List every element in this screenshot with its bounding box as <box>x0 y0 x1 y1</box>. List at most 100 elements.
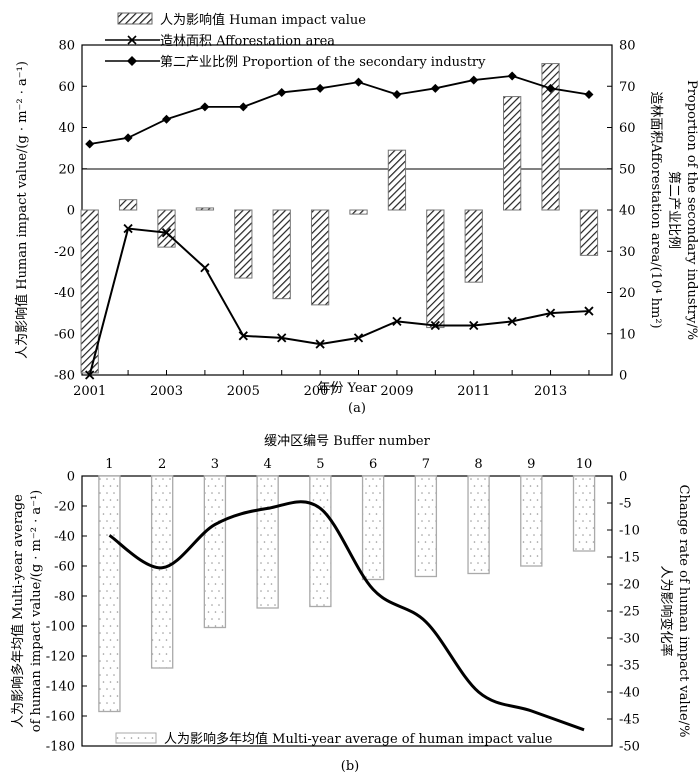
a-bar-human-impact <box>579 209 599 256</box>
a-afforestation-point-stroke <box>353 333 364 343</box>
a-x-tick-label: 2011 <box>457 384 490 399</box>
panel-b-left-y-ticks: 0 -20 -40 -60 -80 -100 -120 -140 -160 -180 <box>46 470 87 755</box>
a-afforestation-point <box>315 339 325 349</box>
a-right-tick-label: 70 <box>619 80 636 95</box>
a-left-tick-label: 0 <box>67 204 75 219</box>
panel-a-afforestation-line <box>85 223 594 380</box>
b-left-tick-label: -180 <box>46 740 75 755</box>
b-change-rate-curve <box>108 500 585 732</box>
b-bar-multi-year-average <box>150 475 174 669</box>
a-secondary-industry-point <box>123 133 133 143</box>
b-left-tick-label: -100 <box>46 620 75 635</box>
panel-a-x-axis-label: 年份 Year <box>317 381 377 396</box>
b-left-tick-label: -60 <box>54 560 75 575</box>
a-afforestation-point-stroke <box>161 228 172 238</box>
panel-a-x-ticks: 2001 2003 2005 2007 2009 2011 2013 <box>73 370 590 399</box>
a-bar-human-impact <box>310 209 330 306</box>
a-bar-human-impact <box>234 209 253 279</box>
a-afforestation-polyline <box>88 227 590 376</box>
a-bar-human-impact <box>541 63 560 211</box>
b-x-tick-label: 8 <box>474 457 482 472</box>
a-secondary-industry-point <box>469 75 479 85</box>
a-secondary-industry-point <box>354 77 364 87</box>
a-left-tick-label: 80 <box>58 39 75 54</box>
b-bar-multi-year-average <box>467 475 490 575</box>
a-afforestation-point <box>123 223 133 234</box>
a-right-tick-label: 50 <box>619 162 636 177</box>
panel-b-legend: 人为影响多年均值 Multi-year average of human imp… <box>115 731 553 747</box>
panel-a-left-y-ticks: 80 60 40 20 0 -20 -40 -60 -80 <box>54 39 87 384</box>
a-left-tick-label: -60 <box>54 327 75 342</box>
b-x-tick-label: 4 <box>263 457 271 472</box>
b-right-tick-label: -15 <box>619 551 640 566</box>
a-bar-human-impact <box>464 209 483 283</box>
b-bar-multi-year-average <box>572 475 596 552</box>
a-afforestation-point-stroke <box>430 320 440 331</box>
b-left-tick-label: -140 <box>46 680 75 695</box>
legend-marker-afforestation <box>127 35 137 45</box>
legend-swatch-multi-year-average <box>115 732 157 744</box>
a-secondary-industry-point <box>161 114 171 124</box>
b-bar-multi-year-average <box>256 475 279 609</box>
b-x-tick-label: 6 <box>369 457 377 472</box>
b-x-tick-label: 2 <box>158 457 166 472</box>
panel-a-left-y-label: 人为影响值 Human impact value/(g · m⁻² · a⁻¹) <box>14 61 30 359</box>
a-right-tick-label: 0 <box>619 369 627 384</box>
a-secondary-industry-point <box>392 90 402 99</box>
a-afforestation-point <box>238 331 248 341</box>
panel-b: 0 -20 -40 -60 -80 -100 -120 -140 -160 -180 0 -5 -10… <box>10 434 691 774</box>
a-right-tick-label: 80 <box>619 39 636 54</box>
panel-b-left-y-label-1: 人为影响多年均值 Multi-year average <box>10 494 26 728</box>
a-x-tick-label: 2013 <box>534 384 567 399</box>
legend-label-afforestation: 造林面积 Afforestation area <box>160 34 335 49</box>
panel-a-right-y-label-2: 第二产业比例 <box>666 171 681 249</box>
b-left-tick-label: -20 <box>54 500 75 515</box>
a-left-tick-label: -40 <box>54 286 75 301</box>
a-afforestation-point <box>469 320 479 331</box>
a-secondary-industry-point <box>546 83 556 93</box>
b-right-tick-label: -35 <box>619 659 640 674</box>
a-x-tick-label: 2009 <box>380 384 413 399</box>
panel-b-change-rate-line <box>108 500 585 732</box>
a-right-tick-label: 60 <box>619 121 636 136</box>
a-afforestation-point <box>507 316 517 327</box>
a-afforestation-point-stroke <box>584 306 594 316</box>
a-x-tick-label: 2001 <box>73 384 106 399</box>
b-right-tick-label: -10 <box>619 524 640 539</box>
a-afforestation-point-stroke <box>277 333 287 343</box>
b-x-tick-label: 9 <box>527 457 535 472</box>
legend-swatch-human-impact <box>117 12 153 25</box>
b-bar-multi-year-average <box>520 475 543 567</box>
a-secondary-industry-point <box>430 83 440 93</box>
b-right-tick-label: -25 <box>619 605 640 620</box>
b-x-tick-label: 10 <box>576 457 593 472</box>
b-x-tick-label: 1 <box>105 457 113 472</box>
a-bar-human-impact <box>426 209 445 329</box>
a-right-tick-label: 20 <box>619 286 636 301</box>
b-left-tick-label: -160 <box>46 710 75 725</box>
a-afforestation-point <box>200 263 210 273</box>
a-afforestation-point <box>430 320 440 331</box>
b-left-tick-label: -120 <box>46 650 75 665</box>
legend-label-multi-year-average: 人为影响多年均值 Multi-year average of human imp… <box>164 731 553 747</box>
a-bar-human-impact <box>387 149 407 211</box>
a-bar-human-impact <box>118 199 138 211</box>
a-afforestation-point <box>584 306 594 316</box>
a-afforestation-point-stroke <box>85 370 95 380</box>
b-right-tick-label: 0 <box>619 470 627 485</box>
a-secondary-industry-point <box>85 139 95 149</box>
panel-a-secondary-industry-line <box>85 71 594 149</box>
panel-b-right-y-label-2: Change rate of human impact value/% <box>676 485 691 738</box>
panel-a-caption: (a) <box>348 401 366 416</box>
panel-a-right-y-label-3: Proportion of the secondary industry/% <box>684 80 699 340</box>
b-bar-multi-year-average <box>309 475 332 608</box>
a-secondary-industry-point <box>200 102 210 112</box>
a-afforestation-point <box>161 228 172 238</box>
b-x-tick-label: 3 <box>211 457 219 472</box>
a-x-tick-label: 2005 <box>227 384 260 399</box>
b-bar-multi-year-average <box>361 475 385 581</box>
a-left-tick-label: -20 <box>54 245 75 260</box>
b-right-tick-label: -30 <box>619 632 640 647</box>
